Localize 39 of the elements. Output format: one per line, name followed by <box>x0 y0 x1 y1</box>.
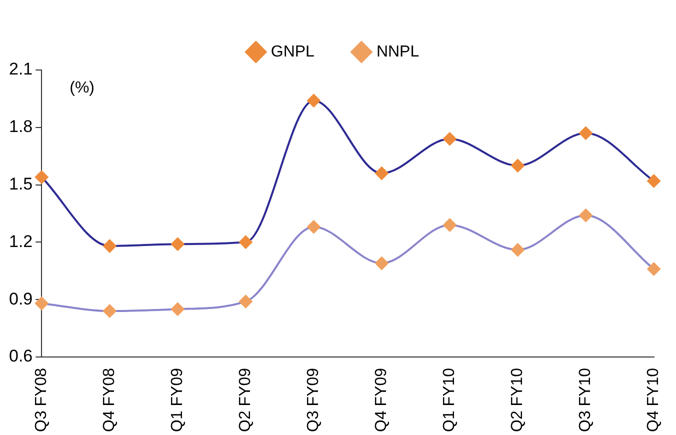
y-tick-label: 1.5 <box>8 174 33 194</box>
annotation: (%) <box>70 79 95 96</box>
point <box>102 304 117 318</box>
legend-label: GNPL <box>270 43 315 60</box>
x-tick-label: Q3 FY09 <box>305 368 322 432</box>
point <box>578 208 593 222</box>
point <box>170 302 185 316</box>
x-tick-label: Q1 FY09 <box>169 368 186 432</box>
y-tick-label: 2.1 <box>8 60 33 79</box>
legend-label: NNPL <box>376 43 420 60</box>
y-tick-label: 1.2 <box>8 232 33 251</box>
point <box>34 296 49 310</box>
point <box>442 132 457 146</box>
x-tick-label: Q2 FY09 <box>237 368 254 432</box>
x-tick-label: Q4 FY08 <box>101 368 118 432</box>
x-tick-label: Q3 FY10 <box>577 368 594 432</box>
x-tick-label: Q2 FY10 <box>509 368 526 432</box>
y-tick-label: 0.9 <box>8 289 33 308</box>
x-tick-label: Q1 FY10 <box>441 368 458 432</box>
point <box>374 166 389 180</box>
x-tick-label: Q3 FY08 <box>33 368 50 432</box>
y-tick-label: 1.8 <box>8 117 33 136</box>
x-tick-label: Q4 FY09 <box>373 368 390 432</box>
point <box>510 158 525 173</box>
point <box>34 170 49 184</box>
point <box>306 94 321 108</box>
point <box>170 237 185 252</box>
point <box>646 262 661 276</box>
y-tick-label: 0.6 <box>8 346 33 366</box>
x-tick-label: Q4 FY10 <box>645 368 662 432</box>
point <box>578 126 593 140</box>
point <box>102 239 117 254</box>
point <box>646 174 661 188</box>
point <box>238 235 253 250</box>
point <box>374 256 389 270</box>
point <box>442 218 457 232</box>
point <box>306 220 321 234</box>
point <box>238 294 253 308</box>
point <box>510 242 525 257</box>
